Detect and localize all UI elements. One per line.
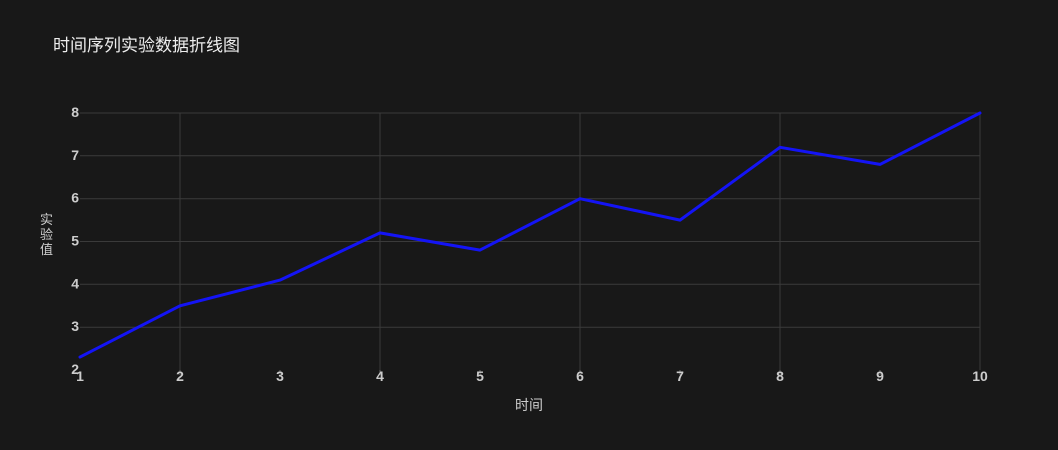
- svg-text:3: 3: [276, 368, 284, 384]
- svg-text:5: 5: [71, 233, 79, 249]
- svg-text:9: 9: [876, 368, 884, 384]
- svg-text:6: 6: [576, 368, 584, 384]
- svg-text:4: 4: [376, 368, 384, 384]
- svg-text:7: 7: [676, 368, 684, 384]
- svg-text:10: 10: [972, 368, 988, 384]
- svg-text:1: 1: [76, 368, 84, 384]
- svg-text:8: 8: [776, 368, 784, 384]
- svg-text:4: 4: [71, 275, 79, 291]
- svg-text:8: 8: [71, 104, 79, 120]
- svg-text:5: 5: [476, 368, 484, 384]
- svg-text:7: 7: [71, 147, 79, 163]
- svg-text:2: 2: [176, 368, 184, 384]
- svg-text:3: 3: [71, 318, 79, 334]
- svg-text:6: 6: [71, 190, 79, 206]
